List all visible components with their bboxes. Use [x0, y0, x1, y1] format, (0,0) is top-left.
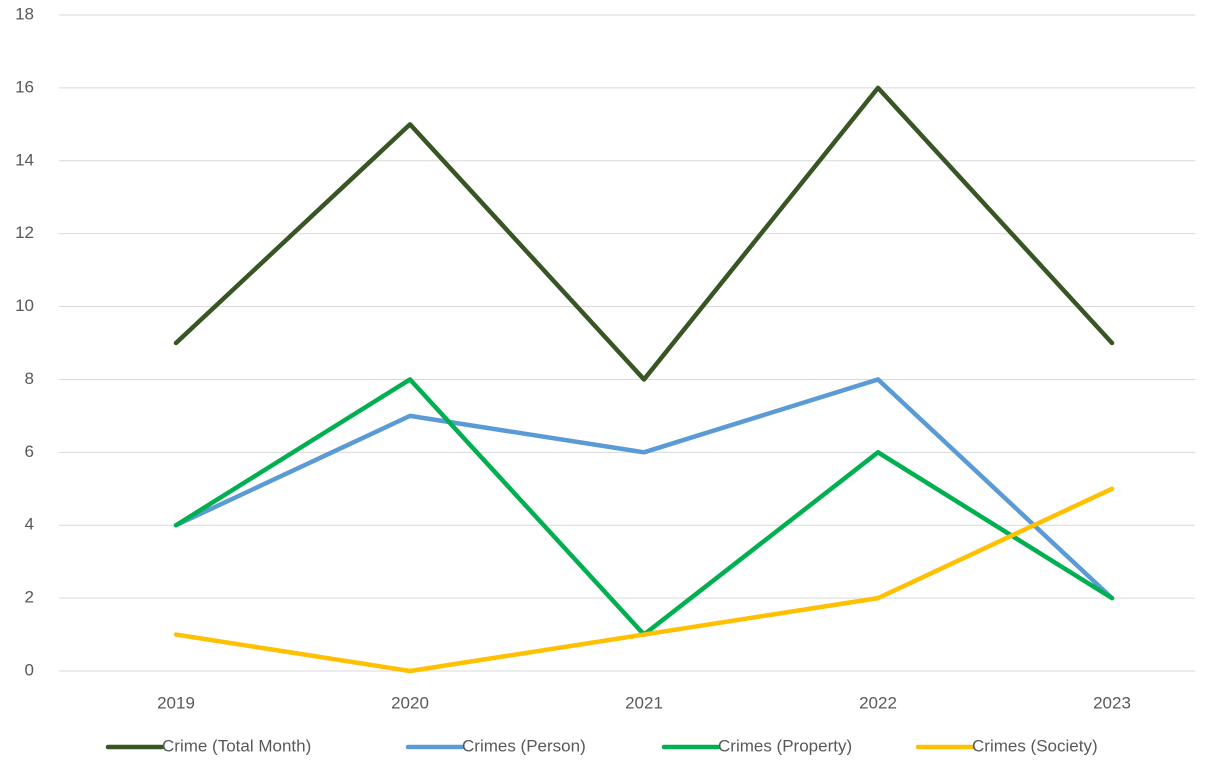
y-tick-label: 12	[15, 223, 34, 242]
legend-label: Crimes (Person)	[462, 736, 586, 755]
x-tick-label: 2021	[625, 693, 663, 712]
legend-label: Crimes (Society)	[972, 736, 1098, 755]
y-tick-label: 6	[25, 442, 34, 461]
series-line	[173, 85, 1115, 382]
x-tick-label: 2023	[1093, 693, 1131, 712]
x-tick-label: 2019	[157, 693, 195, 712]
y-tick-label: 14	[15, 150, 34, 169]
y-tick-label: 2	[25, 588, 34, 607]
legend-label: Crime (Total Month)	[162, 736, 311, 755]
x-tick-label: 2022	[859, 693, 897, 712]
series-line	[173, 377, 1115, 637]
y-tick-label: 18	[15, 4, 34, 23]
y-tick-label: 10	[15, 296, 34, 315]
x-tick-label: 2020	[391, 693, 429, 712]
y-tick-label: 4	[25, 515, 34, 534]
series-line	[173, 377, 1115, 601]
series-line	[173, 486, 1115, 674]
y-tick-label: 16	[15, 77, 34, 96]
y-tick-label: 8	[25, 369, 34, 388]
y-tick-label: 0	[25, 660, 34, 679]
legend-label: Crimes (Property)	[718, 736, 852, 755]
